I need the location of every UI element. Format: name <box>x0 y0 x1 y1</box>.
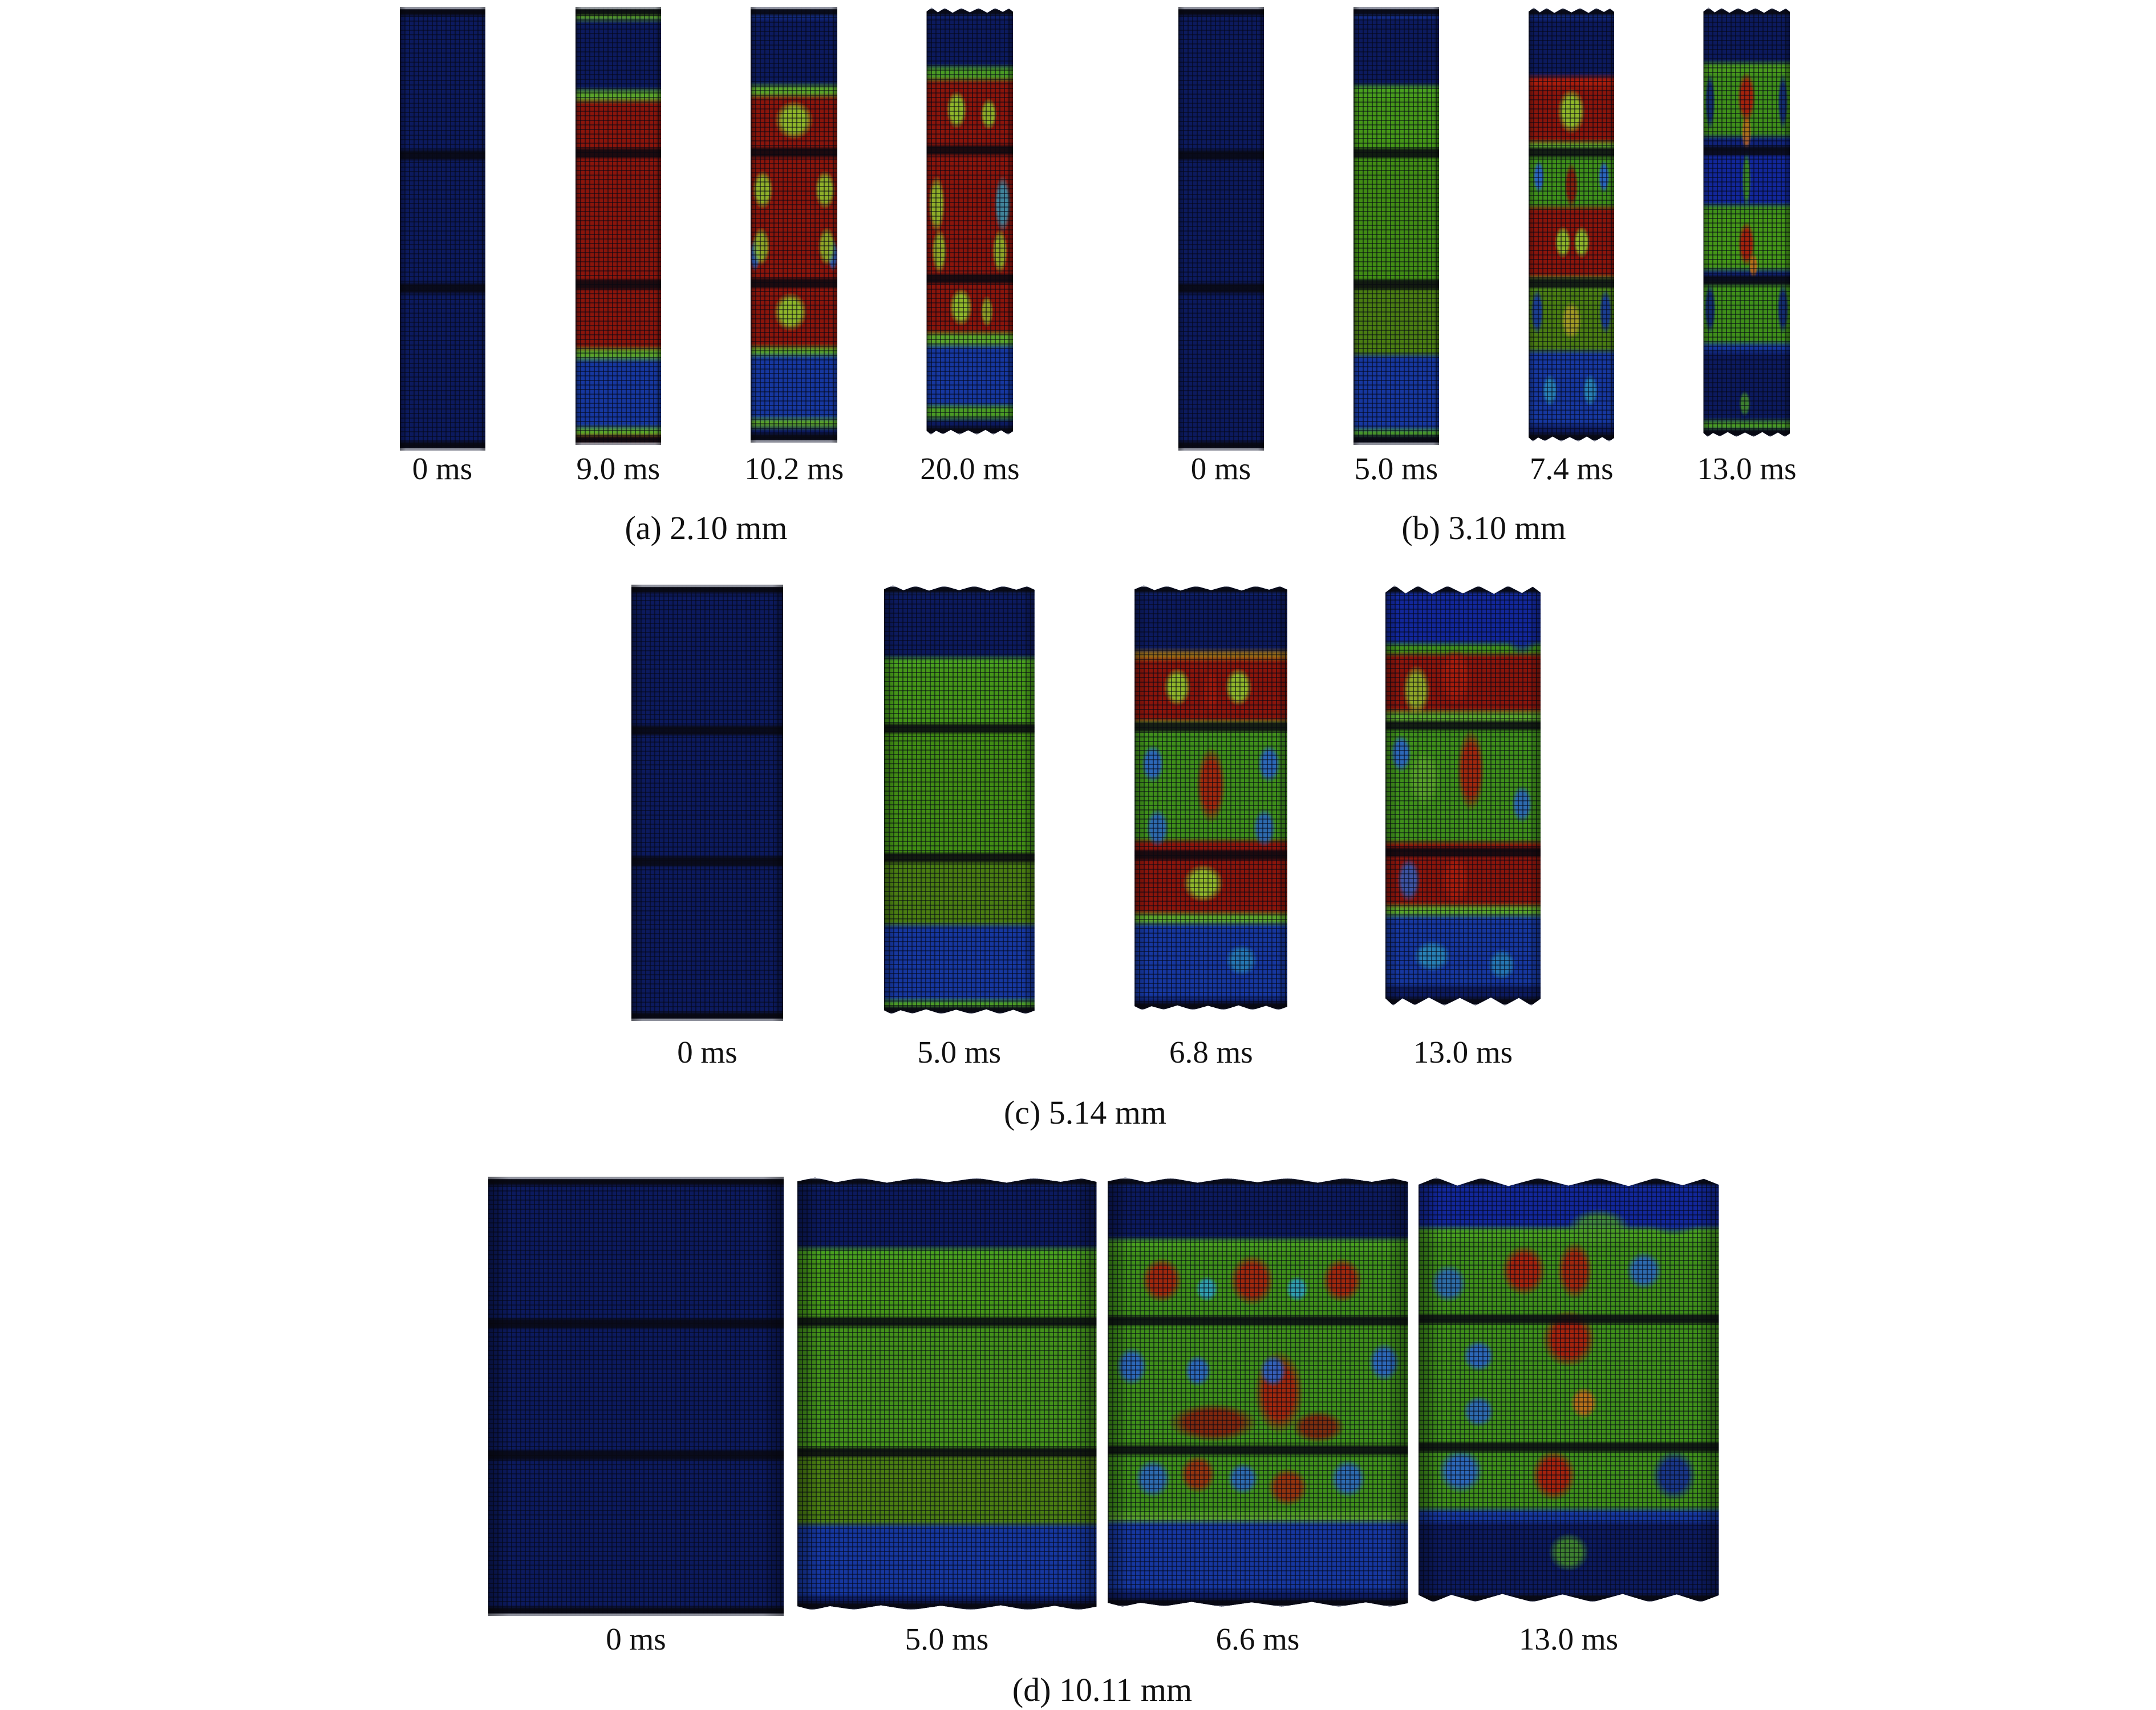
snapshot-cell-b3: 13.0 ms <box>1691 7 1802 487</box>
time-label: 7.4 ms <box>1529 451 1614 486</box>
time-label: 0 ms <box>677 1035 737 1069</box>
segment-seams-overlay <box>884 585 1035 1014</box>
edge-shade-overlay <box>631 585 783 1021</box>
panel-d: 0 ms 5.0 ms 6.6 ms 13.0 ms (d) 10.11 mm <box>485 1177 1720 1708</box>
segment-seams-overlay <box>926 7 1014 435</box>
panel-c: 0 ms 5.0 ms 6.8 ms 13.0 ms (c) 5.14 mm <box>627 585 1543 1130</box>
panel-a-snapshot-row: 0 ms 9.0 ms 10.2 ms 20.0 ms <box>387 7 1026 487</box>
snapshot-cell-d3: 13.0 ms <box>1417 1177 1720 1657</box>
time-label: 13.0 ms <box>1697 451 1797 486</box>
segment-seams-overlay <box>1418 1177 1719 1602</box>
panel-d-snapshot-row: 0 ms 5.0 ms 6.6 ms 13.0 ms <box>485 1177 1720 1657</box>
snapshot-cell-a3: 20.0 ms <box>914 7 1026 487</box>
time-label: 13.0 ms <box>1518 1622 1619 1656</box>
fea-contour-column-a2 <box>751 7 838 443</box>
segment-seams-overlay <box>399 7 485 451</box>
segment-seams-overlay <box>1353 7 1439 445</box>
fea-contour-column-c2 <box>1134 585 1288 1010</box>
fea-contour-column-b3 <box>1703 7 1790 437</box>
time-label: 0 ms <box>606 1622 666 1656</box>
time-label: 6.6 ms <box>1215 1622 1300 1656</box>
time-label: 6.8 ms <box>1169 1035 1253 1069</box>
edge-shade-overlay <box>1529 7 1615 441</box>
edge-shade-overlay <box>926 7 1014 435</box>
segment-seams-overlay <box>1107 1177 1408 1607</box>
panel-c-caption: (c) 5.14 mm <box>1003 1094 1167 1131</box>
time-label: 5.0 ms <box>1354 451 1438 486</box>
segment-seams-overlay <box>488 1177 784 1616</box>
snapshot-cell-d2: 6.6 ms <box>1107 1177 1409 1657</box>
snapshot-cell-a2: 10.2 ms <box>739 7 850 487</box>
fea-contour-column-d0 <box>488 1177 784 1616</box>
edge-shade-overlay <box>1107 1177 1408 1607</box>
time-label: 20.0 ms <box>920 451 1020 486</box>
segment-seams-overlay <box>751 7 838 443</box>
panel-a: 0 ms 9.0 ms 10.2 ms 20.0 ms (a) 2.10 mm <box>387 7 1026 546</box>
edge-shade-overlay <box>797 1177 1097 1610</box>
snapshot-cell-d0: 0 ms <box>485 1177 787 1657</box>
snapshot-cell-d1: 5.0 ms <box>796 1177 1098 1657</box>
edge-shade-overlay <box>488 1177 784 1616</box>
panel-c-snapshot-row: 0 ms 5.0 ms 6.8 ms 13.0 ms <box>627 585 1543 1070</box>
edge-shade-overlay <box>1353 7 1439 445</box>
fea-contour-column-c1 <box>884 585 1035 1014</box>
time-label: 10.2 ms <box>744 451 844 486</box>
segment-seams-overlay <box>1134 585 1288 1010</box>
time-label: 5.0 ms <box>917 1035 1001 1069</box>
panel-b-caption: (b) 3.10 mm <box>1401 509 1566 546</box>
fea-contour-column-b0 <box>1178 7 1264 451</box>
fea-contour-column-d3 <box>1418 1177 1719 1602</box>
panel-d-caption: (d) 10.11 mm <box>1012 1671 1193 1708</box>
edge-shade-overlay <box>575 7 661 445</box>
edge-shade-overlay <box>1178 7 1264 451</box>
snapshot-cell-c2: 6.8 ms <box>1131 585 1291 1070</box>
edge-shade-overlay <box>751 7 838 443</box>
panel-b: 0 ms 5.0 ms 7.4 ms 13.0 ms (b) 3.10 mm <box>1165 7 1802 546</box>
snapshot-cell-b0: 0 ms <box>1165 7 1276 487</box>
fea-contour-column-d2 <box>1107 1177 1408 1607</box>
segment-seams-overlay <box>575 7 661 445</box>
fea-contour-column-d1 <box>797 1177 1097 1610</box>
fea-contour-column-b2 <box>1529 7 1615 441</box>
panel-b-snapshot-row: 0 ms 5.0 ms 7.4 ms 13.0 ms <box>1165 7 1802 487</box>
snapshot-cell-c1: 5.0 ms <box>880 585 1039 1070</box>
edge-shade-overlay <box>1134 585 1288 1010</box>
snapshot-cell-b2: 7.4 ms <box>1516 7 1627 487</box>
edge-shade-overlay <box>1703 7 1790 437</box>
snapshot-cell-c3: 13.0 ms <box>1383 585 1543 1070</box>
segment-seams-overlay <box>797 1177 1097 1610</box>
edge-shade-overlay <box>1418 1177 1719 1602</box>
time-label: 0 ms <box>412 451 473 486</box>
segment-seams-overlay <box>631 585 783 1021</box>
snapshot-cell-b1: 5.0 ms <box>1340 7 1452 487</box>
segment-seams-overlay <box>1703 7 1790 437</box>
snapshot-cell-c0: 0 ms <box>627 585 787 1070</box>
fea-contour-column-a3 <box>926 7 1014 435</box>
fea-contour-column-c0 <box>631 585 783 1021</box>
segment-seams-overlay <box>1385 585 1541 1006</box>
time-label: 5.0 ms <box>905 1622 989 1656</box>
edge-shade-overlay <box>884 585 1035 1014</box>
time-label: 13.0 ms <box>1413 1035 1513 1069</box>
fea-contour-column-a1 <box>575 7 661 445</box>
panel-a-caption: (a) 2.10 mm <box>625 509 788 546</box>
snapshot-cell-a1: 9.0 ms <box>562 7 674 487</box>
segment-seams-overlay <box>1529 7 1615 441</box>
time-label: 0 ms <box>1190 451 1251 486</box>
fea-contour-column-b1 <box>1353 7 1439 445</box>
fea-contour-column-a0 <box>399 7 485 451</box>
fea-contour-column-c3 <box>1385 585 1541 1006</box>
edge-shade-overlay <box>399 7 485 451</box>
time-label: 9.0 ms <box>576 451 660 486</box>
snapshot-cell-a0: 0 ms <box>387 7 498 487</box>
segment-seams-overlay <box>1178 7 1264 451</box>
edge-shade-overlay <box>1385 585 1541 1006</box>
